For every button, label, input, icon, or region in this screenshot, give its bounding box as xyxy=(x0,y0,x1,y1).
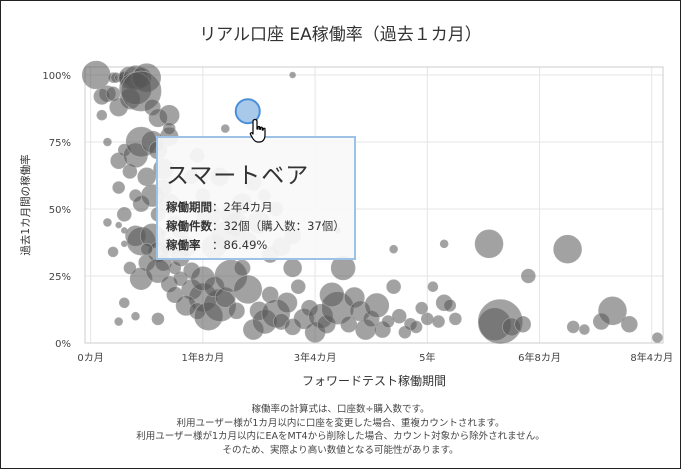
bubble-point[interactable] xyxy=(421,312,434,326)
bubble-point[interactable] xyxy=(290,279,306,295)
bubble-point[interactable] xyxy=(116,207,132,222)
bubble-point[interactable] xyxy=(276,292,298,314)
bubble-point[interactable] xyxy=(566,320,580,334)
tooltip-colon: ： xyxy=(200,238,224,252)
bubble-point[interactable] xyxy=(386,279,401,295)
x-axis-label: フォワードテスト稼働期間 xyxy=(302,373,446,388)
bubble-point[interactable] xyxy=(409,320,423,334)
x-tick-label: 3年4カ月 xyxy=(294,351,337,364)
x-tick-label: 8年4カ月 xyxy=(630,351,673,364)
footnote-line: 利用ユーザー様が1カ月以内に口座を変更した場合、重複カウントされます。 xyxy=(176,417,505,429)
bubble-point[interactable] xyxy=(474,229,504,259)
y-axis-label: 過去1カ月間の稼働率 xyxy=(19,154,32,255)
bubble-point[interactable] xyxy=(439,239,449,249)
bubble-point[interactable] xyxy=(289,71,296,79)
footnote-line: 稼働率の計算式は、口座数÷購入数です。 xyxy=(251,404,430,415)
bubble-point[interactable] xyxy=(521,268,536,284)
bubble-point[interactable] xyxy=(381,315,395,328)
footnote: 稼働率の計算式は、口座数÷購入数です。 利用ユーザー様が1カ月以内に口座を変更し… xyxy=(0,403,681,457)
footnote-line: 利用ユーザー様が1カ月以内にEAをMT4から削除した場合、カウント対象から除外さ… xyxy=(136,431,545,442)
tooltip-colon: ： xyxy=(212,219,224,233)
bubble-point[interactable] xyxy=(137,167,157,187)
highlighted-bubble[interactable] xyxy=(234,98,261,125)
bubble-point[interactable] xyxy=(449,312,462,326)
bubble-point[interactable] xyxy=(103,137,112,147)
x-tick-label: 1年8カ月 xyxy=(181,351,224,364)
bubble-point[interactable] xyxy=(115,221,122,229)
bubble-point[interactable] xyxy=(114,317,123,326)
tooltip-colon: ： xyxy=(212,200,224,214)
plot-area-border xyxy=(84,66,664,344)
bubble-point[interactable] xyxy=(112,181,125,194)
bubble-point[interactable] xyxy=(228,302,245,320)
tooltip-rate-label: 稼働率 xyxy=(166,238,201,252)
bubble-point[interactable] xyxy=(652,332,663,343)
bubble-point[interactable] xyxy=(319,282,345,308)
y-tick-label: 0% xyxy=(55,339,71,350)
bubble-point[interactable] xyxy=(162,122,176,135)
bubble-point[interactable] xyxy=(621,315,638,333)
bubble-point[interactable] xyxy=(140,242,154,256)
bubble-point[interactable] xyxy=(443,299,457,312)
bubble-point[interactable] xyxy=(427,281,439,293)
x-tick-label: 0カ月 xyxy=(77,352,103,364)
x-axis-ticks: 0カ月 1年8カ月 3年4カ月 5年 6年8カ月 8年4カ月 xyxy=(77,351,673,364)
y-tick-label: 100% xyxy=(42,71,71,82)
tooltip-count-row: 稼働件数：32個（購入数：37個） xyxy=(166,217,354,236)
bubble-point[interactable] xyxy=(364,293,390,318)
bubble-point[interactable] xyxy=(120,240,128,248)
x-tick-label: 6年8カ月 xyxy=(518,351,561,364)
bubble-point[interactable] xyxy=(103,218,112,227)
bubble-point[interactable] xyxy=(131,311,140,321)
tooltip-popup: スマートベア 稼働期間：2年4カ月 稼働件数：32個（購入数：37個） 稼働率 … xyxy=(156,136,356,260)
y-axis-ticks: 0% 25% 50% 75% 100% xyxy=(42,71,71,350)
chart-title: リアル口座 EA稼働率（過去１カ月） xyxy=(199,25,482,45)
x-tick-label: 5年 xyxy=(419,351,435,364)
bubble-point[interactable] xyxy=(233,259,251,277)
bubble-point[interactable] xyxy=(432,315,445,328)
bubble-point[interactable] xyxy=(233,275,263,304)
y-tick-label: 75% xyxy=(49,138,71,149)
bubble-point[interactable] xyxy=(514,315,532,333)
bubble-point[interactable] xyxy=(118,297,130,309)
bubble-point[interactable] xyxy=(81,60,111,90)
tooltip-rate-value: 86.49% xyxy=(223,238,268,252)
bubble-point[interactable] xyxy=(579,324,590,335)
footnote-line: そのため、実際より高い数値となる可能性があります。 xyxy=(222,444,459,456)
bubble-point[interactable] xyxy=(391,308,407,324)
bubble-point[interactable] xyxy=(598,296,627,326)
bubble-point[interactable] xyxy=(220,124,230,133)
tooltip-ea-name: スマートベア xyxy=(166,163,310,189)
tooltip-period-row: 稼働期間：2年4カ月 xyxy=(166,198,354,217)
bubble-point[interactable] xyxy=(107,246,119,258)
bubble-point[interactable] xyxy=(553,234,582,264)
bubble-point[interactable] xyxy=(158,104,180,126)
bubble-point[interactable] xyxy=(340,315,358,333)
bubble-point[interactable] xyxy=(151,312,165,326)
y-tick-label: 50% xyxy=(49,205,71,216)
tooltip-period-label: 稼働期間 xyxy=(166,200,212,214)
hand-pointer-icon xyxy=(249,118,266,143)
bubble-point[interactable] xyxy=(283,258,302,278)
y-tick-label: 25% xyxy=(49,272,71,283)
bubble-point[interactable] xyxy=(96,109,108,121)
bubble-point[interactable] xyxy=(173,271,188,286)
tooltip-rate-row: 稼働率 ：86.49% xyxy=(166,236,354,255)
tooltip-period-value: 2年4カ月 xyxy=(223,200,273,214)
bubble-point[interactable] xyxy=(389,244,398,254)
tooltip-count-value: 32個（購入数：37個） xyxy=(223,219,345,233)
bubble-point[interactable] xyxy=(415,301,428,315)
tooltip-count-label: 稼働件数 xyxy=(166,219,212,233)
